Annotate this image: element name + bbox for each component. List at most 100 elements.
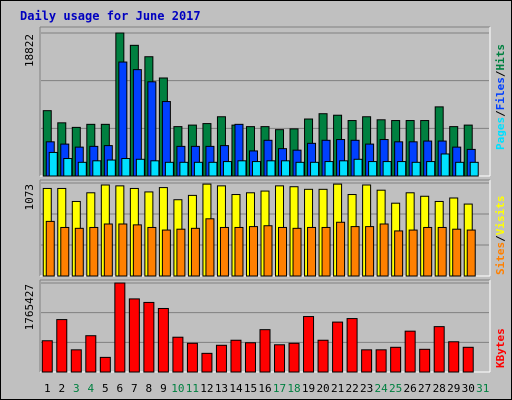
bar-kbytes-day-24 bbox=[375, 349, 387, 373]
bar-pages-day-13 bbox=[222, 161, 232, 177]
legend-kbytes: KBytes bbox=[494, 328, 507, 368]
bar-kbytes-day-12 bbox=[201, 352, 213, 373]
bar-sites-day-8 bbox=[147, 226, 157, 277]
day-label-4: 4 bbox=[87, 382, 94, 395]
legend-visits-sites-part-0: Sites bbox=[494, 242, 507, 275]
day-label-2: 2 bbox=[58, 382, 65, 395]
bar-sites-day-7 bbox=[132, 224, 142, 277]
bar-kbytes-day-2 bbox=[56, 319, 68, 373]
max-label-hits-files-pages: 18822 bbox=[23, 34, 36, 67]
bar-sites-day-26 bbox=[408, 229, 418, 277]
day-label-3: 3 bbox=[73, 382, 80, 395]
bar-sites-day-3 bbox=[74, 227, 84, 277]
day-label-27: 27 bbox=[418, 382, 431, 395]
bar-kbytes-day-1 bbox=[41, 340, 53, 373]
bar-kbytes-day-19 bbox=[303, 316, 315, 373]
bar-sites-day-9 bbox=[161, 229, 171, 277]
day-label-14: 14 bbox=[229, 382, 243, 395]
day-label-28: 28 bbox=[433, 382, 446, 395]
bar-pages-day-2 bbox=[63, 158, 73, 177]
bar-sites-day-27 bbox=[423, 226, 433, 277]
bar-kbytes-day-15 bbox=[244, 342, 256, 373]
bar-kbytes-day-11 bbox=[186, 342, 198, 373]
bar-sites-day-2 bbox=[60, 226, 70, 277]
day-label-10: 10 bbox=[171, 382, 184, 395]
legend-hits-files-pages-part-0: Pages bbox=[494, 117, 507, 150]
bar-kbytes-day-29 bbox=[448, 341, 460, 373]
bar-pages-day-30 bbox=[469, 161, 479, 177]
bar-sites-day-15 bbox=[248, 226, 258, 277]
bar-pages-day-19 bbox=[310, 161, 320, 177]
legend-visits-sites: Sites/Visits bbox=[494, 196, 507, 276]
bar-kbytes-day-10 bbox=[172, 336, 184, 373]
bar-pages-day-23 bbox=[368, 161, 378, 177]
day-label-7: 7 bbox=[131, 382, 138, 395]
bar-kbytes-day-9 bbox=[157, 307, 169, 373]
day-label-20: 20 bbox=[316, 382, 329, 395]
bar-kbytes-day-8 bbox=[143, 301, 155, 373]
bar-pages-day-22 bbox=[353, 158, 363, 177]
day-label-15: 15 bbox=[244, 382, 257, 395]
legend-hits-files-pages: Pages/Files/Hits bbox=[494, 44, 507, 150]
bar-kbytes-day-3 bbox=[70, 349, 82, 373]
bar-sites-day-14 bbox=[234, 226, 244, 277]
bar-kbytes-day-27 bbox=[419, 348, 431, 373]
day-label-21: 21 bbox=[331, 382, 344, 395]
bar-sites-day-5 bbox=[103, 223, 113, 277]
bar-sites-day-10 bbox=[176, 228, 186, 277]
legend-hits-files-pages-part-4: Hits bbox=[494, 44, 507, 71]
bar-pages-day-6 bbox=[121, 158, 131, 177]
day-label-1: 1 bbox=[44, 382, 51, 395]
legend-visits-sites-part-2: Visits bbox=[494, 196, 507, 236]
day-label-16: 16 bbox=[258, 382, 271, 395]
bar-pages-day-18 bbox=[295, 161, 305, 177]
bar-kbytes-day-6 bbox=[114, 282, 126, 373]
bar-kbytes-day-20 bbox=[317, 339, 329, 373]
bar-pages-day-16 bbox=[266, 160, 276, 177]
bar-pages-day-21 bbox=[339, 160, 349, 177]
bar-pages-day-27 bbox=[426, 161, 436, 177]
bar-sites-day-16 bbox=[263, 225, 273, 277]
chart-title: Daily usage for June 2017 bbox=[20, 9, 201, 23]
bar-sites-day-11 bbox=[190, 227, 200, 277]
day-label-19: 19 bbox=[302, 382, 315, 395]
day-label-30: 30 bbox=[462, 382, 475, 395]
bar-sites-day-20 bbox=[321, 226, 331, 277]
legend-hits-files-pages-part-1: / bbox=[494, 110, 507, 117]
bar-kbytes-day-14 bbox=[230, 339, 242, 373]
max-label-kbytes: 1765427 bbox=[23, 284, 36, 330]
bar-pages-day-5 bbox=[106, 159, 116, 177]
bar-kbytes-day-21 bbox=[332, 321, 344, 373]
bar-sites-day-21 bbox=[336, 221, 346, 277]
day-label-22: 22 bbox=[345, 382, 358, 395]
day-label-9: 9 bbox=[160, 382, 167, 395]
bar-kbytes-day-25 bbox=[390, 346, 402, 373]
bar-pages-day-25 bbox=[397, 161, 407, 177]
bar-sites-day-29 bbox=[452, 228, 462, 277]
bar-kbytes-day-16 bbox=[259, 329, 271, 373]
bar-pages-day-7 bbox=[135, 158, 145, 177]
day-label-17: 17 bbox=[273, 382, 286, 395]
bar-kbytes-day-13 bbox=[215, 344, 227, 373]
day-label-25: 25 bbox=[389, 382, 402, 395]
day-label-29: 29 bbox=[447, 382, 460, 395]
bar-sites-day-30 bbox=[466, 229, 476, 277]
bar-pages-day-20 bbox=[324, 161, 334, 177]
day-label-6: 6 bbox=[117, 382, 124, 395]
bar-pages-day-1 bbox=[48, 151, 58, 177]
day-label-23: 23 bbox=[360, 382, 373, 395]
bar-kbytes-day-28 bbox=[433, 326, 445, 373]
bar-kbytes-day-5 bbox=[99, 356, 111, 373]
legend-kbytes-part-0: KBytes bbox=[494, 328, 507, 368]
bar-pages-day-11 bbox=[193, 161, 203, 177]
bar-sites-day-17 bbox=[278, 226, 288, 277]
day-label-26: 26 bbox=[404, 382, 417, 395]
bar-kbytes-day-22 bbox=[346, 318, 358, 373]
bar-sites-day-12 bbox=[205, 218, 215, 277]
legend-visits-sites-part-1: / bbox=[494, 235, 507, 242]
bar-pages-day-4 bbox=[92, 160, 102, 177]
bar-kbytes-day-23 bbox=[361, 349, 373, 373]
bar-sites-day-13 bbox=[219, 226, 229, 277]
